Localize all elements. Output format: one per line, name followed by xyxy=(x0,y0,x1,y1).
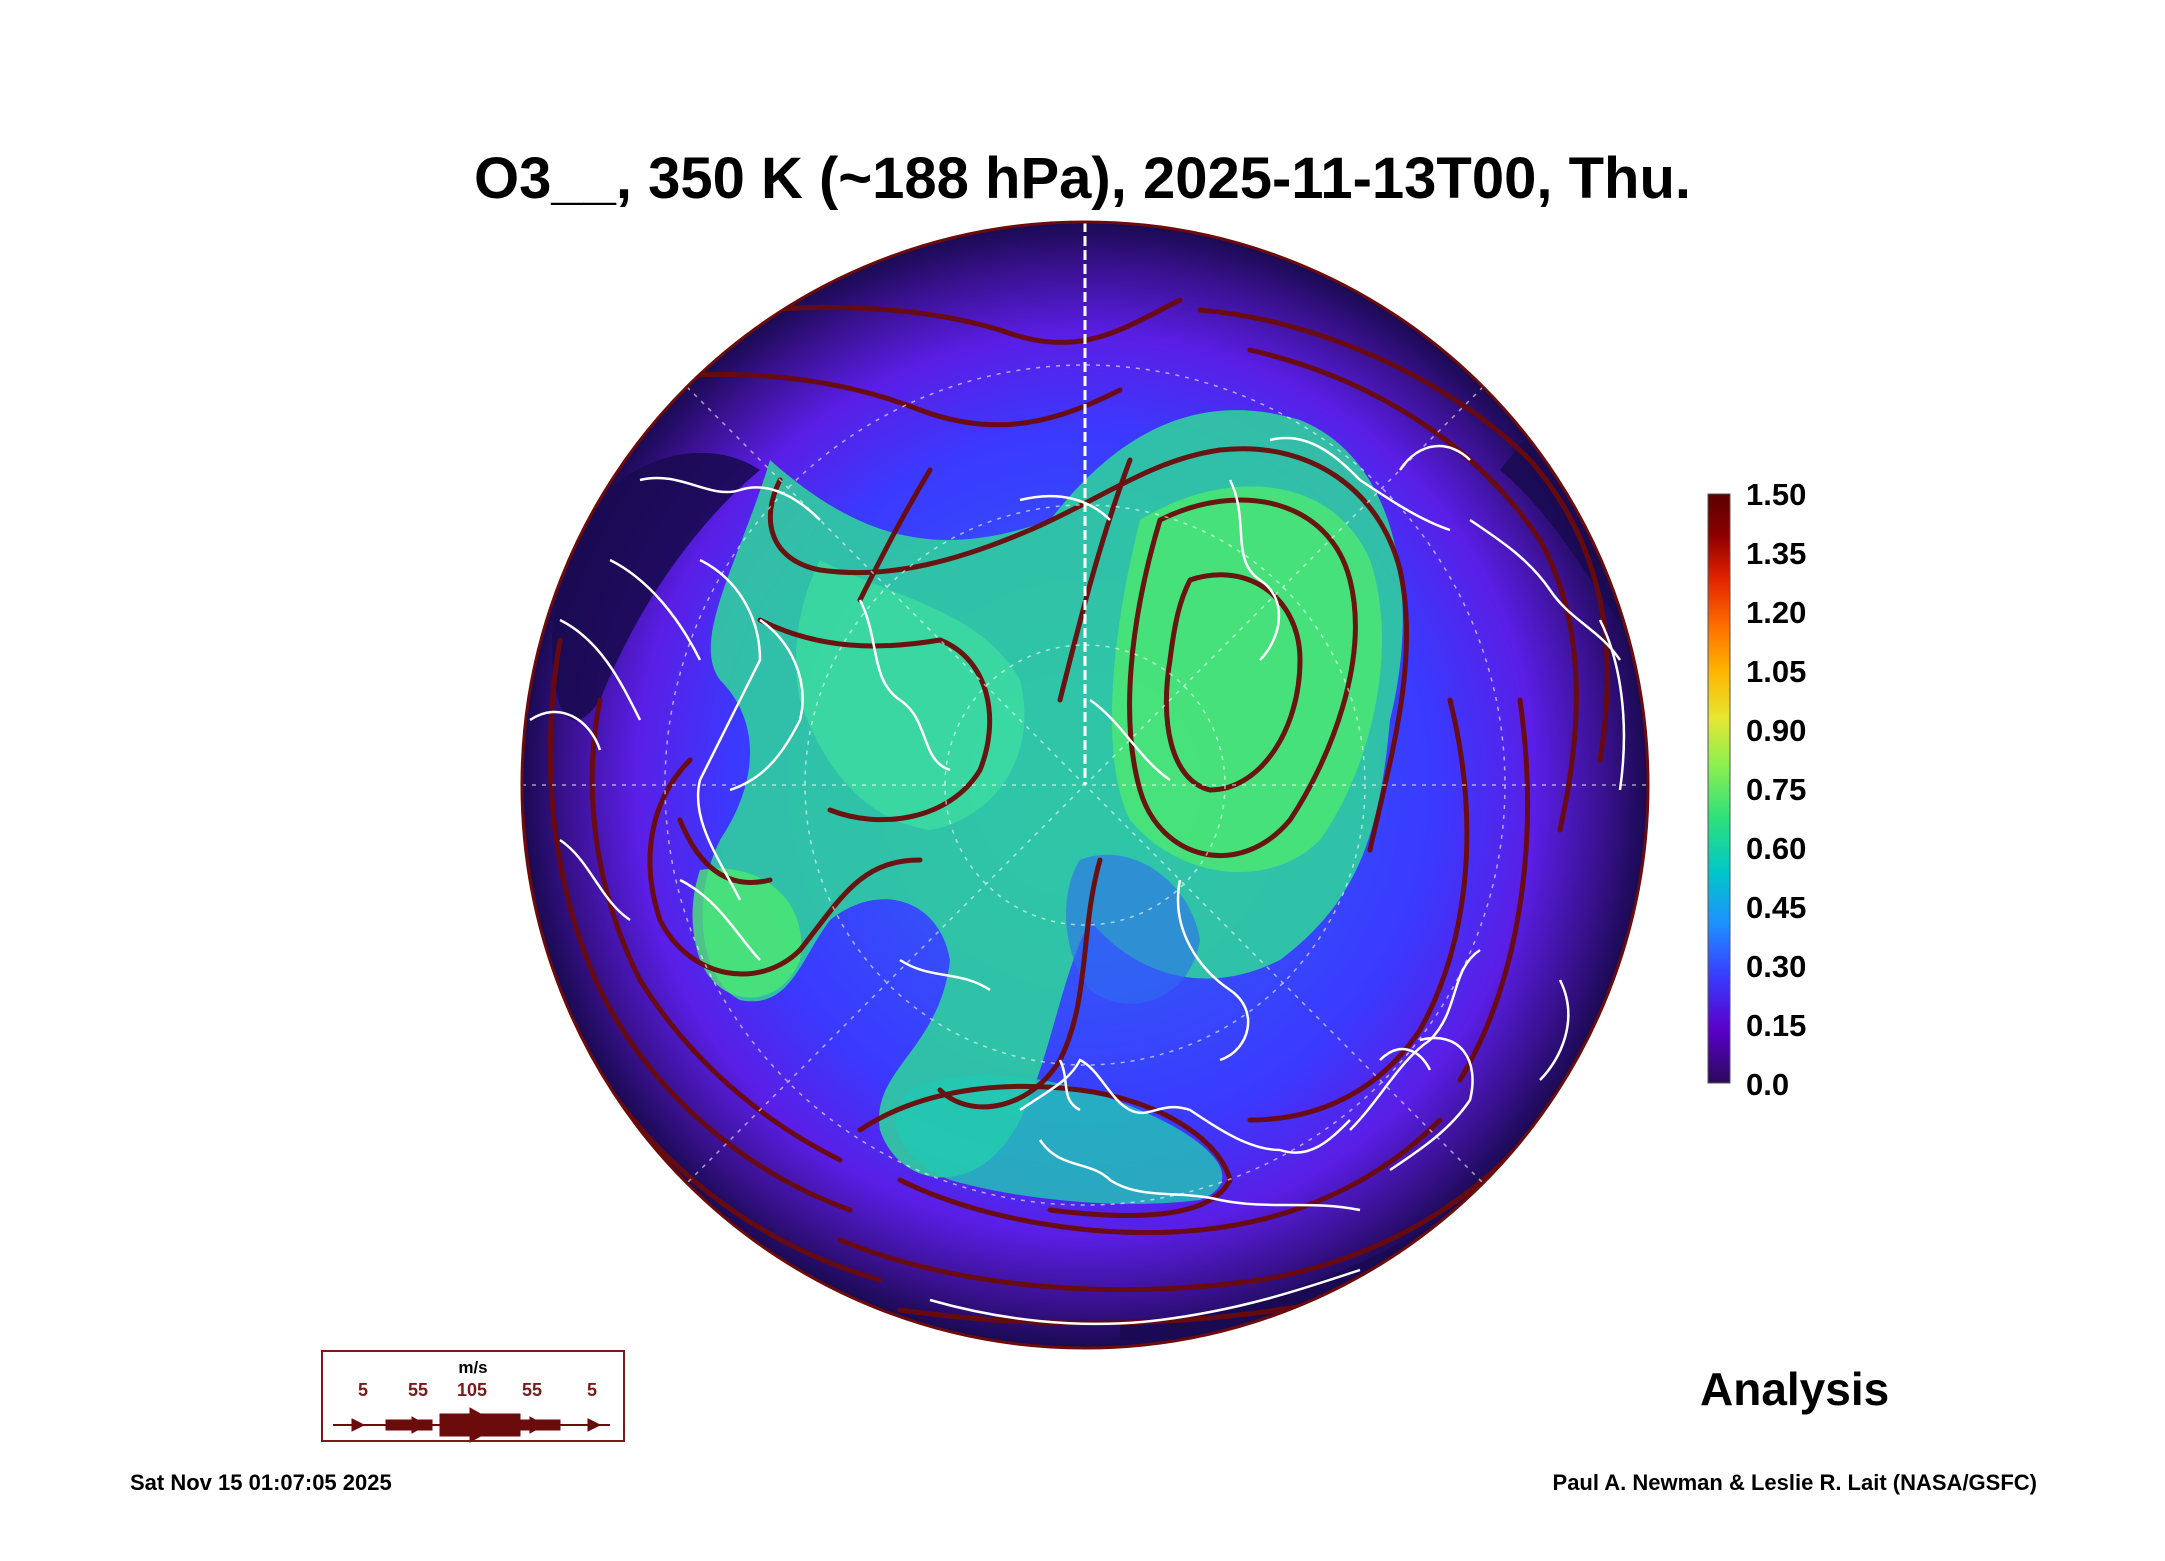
timestamp: Sat Nov 15 01:07:05 2025 xyxy=(130,1470,392,1495)
colorbar-tick: 0.90 xyxy=(1746,713,1807,748)
colorbar-tick: 0.30 xyxy=(1746,949,1807,984)
legend-speed: 105 xyxy=(457,1380,488,1400)
colorbar-tick: 1.05 xyxy=(1746,654,1807,689)
colorbar-tick: 1.50 xyxy=(1746,477,1807,512)
colorbar xyxy=(1707,493,1731,1084)
colorbar-tick: 0.45 xyxy=(1746,890,1807,925)
colorbar-tick: 1.35 xyxy=(1746,536,1807,571)
map-title: O3__, 350 K (~188 hPa), 2025-11-13T00, T… xyxy=(473,146,1692,211)
wind-speed-legend: m/s 5 55 105 55 5 xyxy=(321,1350,625,1442)
legend-speed: 55 xyxy=(408,1380,429,1400)
analysis-label: Analysis xyxy=(1700,1363,1890,1415)
legend-speed: 55 xyxy=(522,1380,543,1400)
wind-streamlines xyxy=(522,297,1610,1326)
legend-speed: 5 xyxy=(587,1380,598,1400)
coastlines xyxy=(529,436,1626,1326)
colorbar-tick: 0.60 xyxy=(1746,831,1807,866)
legend-unit: m/s xyxy=(458,1358,488,1377)
wind-speed-legend-arrows xyxy=(333,1407,610,1443)
legend-speed: 5 xyxy=(358,1380,369,1400)
colorbar-tick: 0.0 xyxy=(1746,1067,1790,1102)
credit: Paul A. Newman & Leslie R. Lait (NASA/GS… xyxy=(1552,1470,2037,1495)
colorbar-tick: 0.15 xyxy=(1746,1008,1807,1043)
colorbar-tick: 0.75 xyxy=(1746,772,1807,807)
colorbar-tick: 1.20 xyxy=(1746,595,1807,630)
